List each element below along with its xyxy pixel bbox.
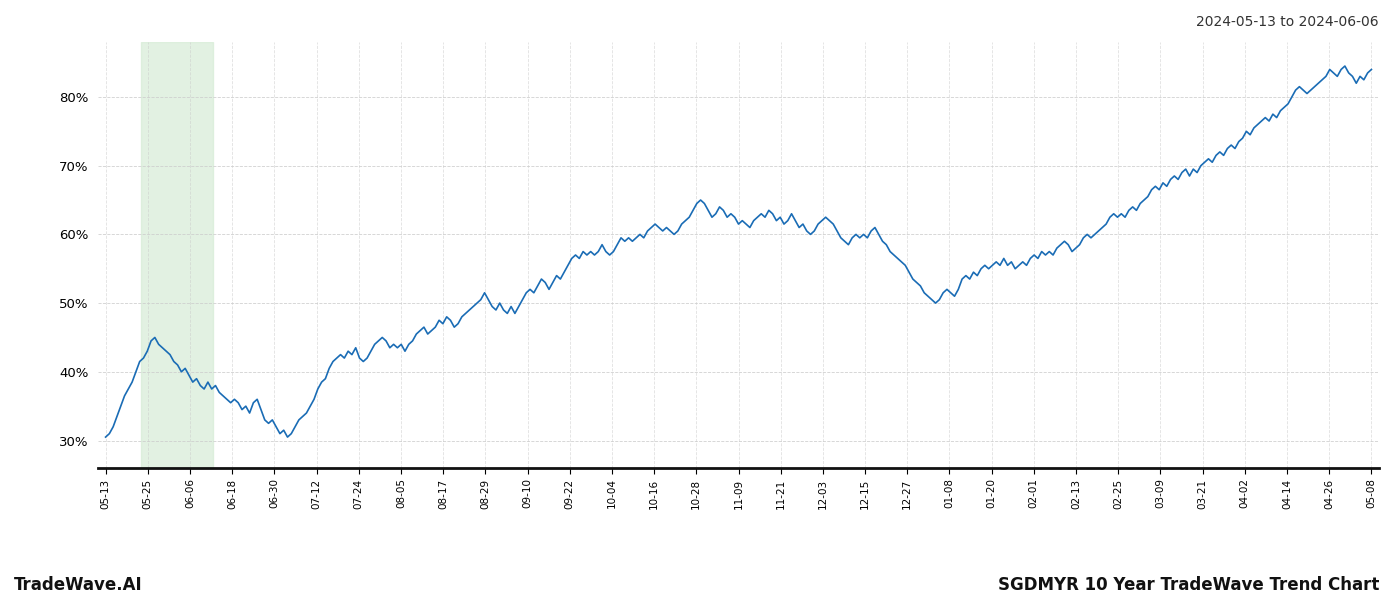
Text: SGDMYR 10 Year TradeWave Trend Chart: SGDMYR 10 Year TradeWave Trend Chart	[998, 576, 1379, 594]
Text: 2024-05-13 to 2024-06-06: 2024-05-13 to 2024-06-06	[1197, 15, 1379, 29]
Bar	[141, 42, 213, 468]
Text: TradeWave.AI: TradeWave.AI	[14, 576, 143, 594]
